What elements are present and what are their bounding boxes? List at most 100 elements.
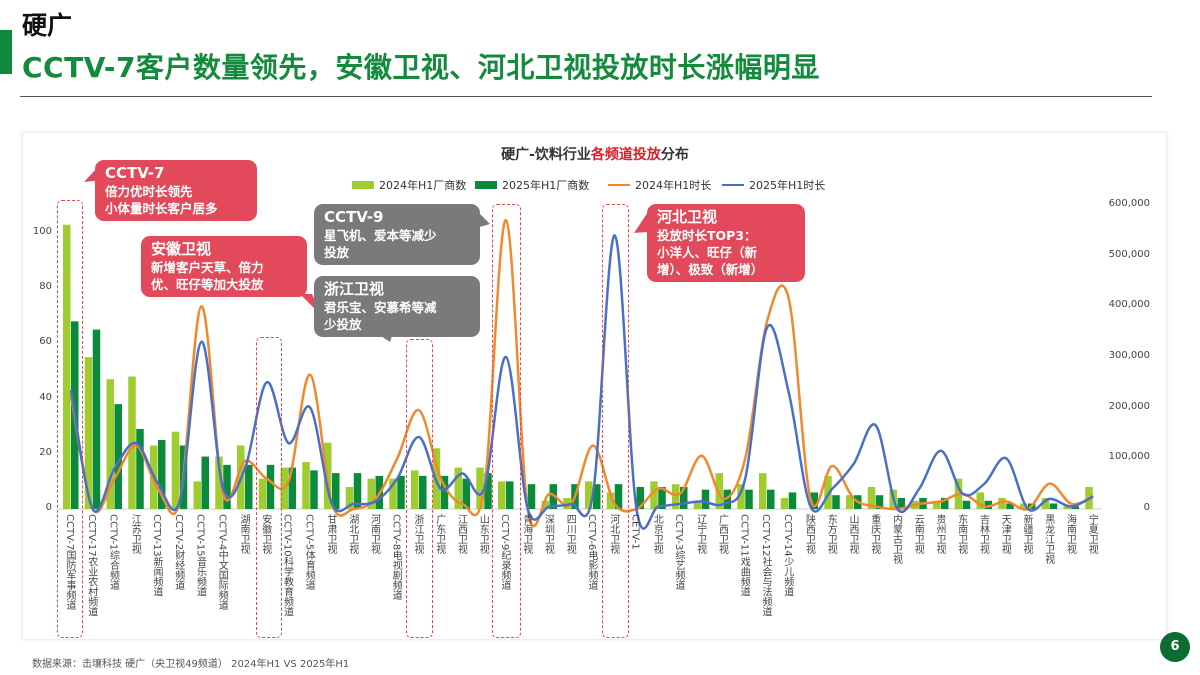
bar-2025 — [941, 497, 949, 509]
bar-2025 — [462, 478, 470, 509]
callout-hebei: 河北卫视 投放时长TOP3： 小洋人、旺仔（新 增）、极致（新增） — [647, 204, 805, 282]
bar-2025 — [332, 473, 340, 509]
x-tick-label: 湖南卫视 — [238, 514, 249, 554]
bar-2024 — [933, 500, 941, 509]
y-left-tick: 80 — [39, 281, 52, 293]
x-tick-label: 北京卫视 — [651, 514, 663, 554]
bar-2025 — [245, 464, 253, 509]
y-left-tick: 0 — [45, 502, 52, 513]
x-tick-label: 江苏卫视 — [129, 514, 141, 554]
bar-2024 — [258, 478, 267, 509]
bar-2025 — [745, 489, 753, 509]
y-right-tick: 200,000 — [1108, 400, 1150, 412]
x-tick-label: 东方卫视 — [825, 514, 837, 554]
bar-2025 — [962, 500, 971, 509]
y-right-tick: 300,000 — [1108, 350, 1150, 361]
bar-2025 — [1071, 506, 1079, 509]
highlight-box-cctv9 — [492, 204, 521, 638]
x-tick-label: 天津卫视 — [999, 514, 1011, 554]
x-tick-label: 新疆卫视 — [1021, 514, 1032, 554]
x-tick-label: 重庆卫视 — [868, 514, 880, 554]
bar-2025 — [158, 440, 166, 509]
x-tick-label: CCTV-15音乐频道 — [194, 514, 206, 597]
x-tick-label: 河北卫视 — [607, 514, 619, 554]
x-tick-label: CCTV-10科学教育频道 — [281, 514, 293, 617]
bar-2025 — [875, 495, 884, 509]
y-left-tick: 40 — [39, 391, 52, 403]
x-tick-label: 深圳卫视 — [542, 514, 554, 554]
x-tick-label: CCTV-12社会与法频道 — [760, 514, 771, 617]
divider — [20, 96, 1152, 97]
chart-title: 硬广-饮料行业各频道投放分布 — [0, 144, 1190, 164]
section-label: 硬广 — [22, 11, 73, 40]
legend-item-2024-count: 2024年H1厂商数 — [352, 177, 466, 193]
bar-2025 — [136, 428, 144, 509]
x-tick-label: CCTV-7国防军事频道 — [64, 514, 75, 611]
callout-anhui: 安徽卫视 新增客户天草、倍力 优、旺仔等加大投放 — [141, 236, 307, 297]
bar-2024 — [759, 473, 767, 509]
x-tick-label: 广东卫视 — [433, 514, 445, 554]
x-tick-label: 海南卫视 — [1064, 514, 1076, 554]
y-right-tick: 500,000 — [1108, 248, 1150, 260]
y-left-tick: 20 — [39, 446, 52, 458]
bar-2025 — [266, 464, 275, 509]
bar-2024 — [541, 500, 549, 509]
highlight-box-zhejiang — [406, 339, 433, 638]
bar-2024 — [998, 497, 1006, 509]
x-tick-label: 湖北卫视 — [346, 514, 358, 554]
bar-2024 — [1020, 503, 1028, 509]
bar-2025 — [1049, 503, 1058, 509]
bar-2024 — [193, 481, 201, 509]
x-tick-label: 内蒙古卫视 — [890, 514, 902, 564]
x-tick-label: CCTV-3综艺频道 — [673, 514, 684, 591]
x-tick-label: 江西卫视 — [455, 514, 467, 554]
bar-2024 — [454, 467, 462, 509]
bar-2025 — [419, 475, 427, 509]
x-tick-label: CCTV-17农业农村频道 — [85, 514, 97, 617]
callout-zhejiang: 浙江卫视 君乐宝、安慕希等减 少投放 — [314, 276, 480, 337]
bar-2025 — [593, 484, 601, 509]
y-left-tick: 60 — [39, 336, 52, 348]
x-tick-label: CCTV-1综合频道 — [107, 514, 119, 591]
bar-2024 — [106, 379, 114, 509]
bar-2025 — [701, 489, 710, 509]
bar-2024 — [84, 357, 93, 509]
bar-2024 — [780, 497, 789, 509]
x-tick-label: 宁夏卫视 — [1086, 514, 1098, 554]
x-tick-label: CETV-1 — [629, 514, 641, 550]
chart-card — [22, 132, 1167, 640]
chart-title-post: 分布 — [660, 147, 689, 163]
bar-2025 — [484, 473, 492, 509]
bar-2025 — [897, 497, 905, 509]
bar-2024 — [171, 431, 180, 509]
bar-2024 — [215, 456, 223, 509]
x-tick-label: 甘肃卫视 — [325, 514, 336, 554]
bar-2024 — [846, 495, 854, 509]
y-right-tick: 100,000 — [1108, 451, 1150, 463]
bar-2024 — [1041, 497, 1050, 509]
bar-2025 — [114, 404, 122, 509]
bar-2024 — [672, 484, 680, 509]
page-number: 6 — [1160, 632, 1190, 662]
bar-2025 — [397, 475, 405, 509]
x-tick-label: 河南卫视 — [368, 514, 380, 554]
highlight-box-hebei — [602, 204, 629, 638]
bar-2024 — [650, 481, 658, 509]
legend-item-2024-duration: 2024年H1时长 — [608, 177, 711, 193]
x-tick-label: 云南卫视 — [912, 514, 924, 554]
bar-2025 — [1006, 503, 1014, 509]
callout-cctv7: CCTV-7 倍力优时长领先 小体量时长客户居多 — [95, 160, 257, 221]
bar-2024 — [411, 470, 419, 509]
x-tick-label: 东南卫视 — [955, 514, 967, 554]
bar-2025 — [353, 473, 362, 509]
x-tick-label: CCTV-14少儿频道 — [781, 514, 793, 597]
bar-2025 — [92, 329, 101, 509]
bar-2024 — [867, 486, 876, 509]
legend-item-2025-duration: 2025年H1时长 — [722, 177, 825, 193]
bar-2025 — [723, 489, 731, 509]
y-left-tick: 100 — [32, 226, 52, 237]
x-tick-label: 四川卫视 — [564, 514, 576, 554]
highlight-box-anhui — [256, 337, 282, 638]
bar-2024 — [737, 484, 745, 509]
